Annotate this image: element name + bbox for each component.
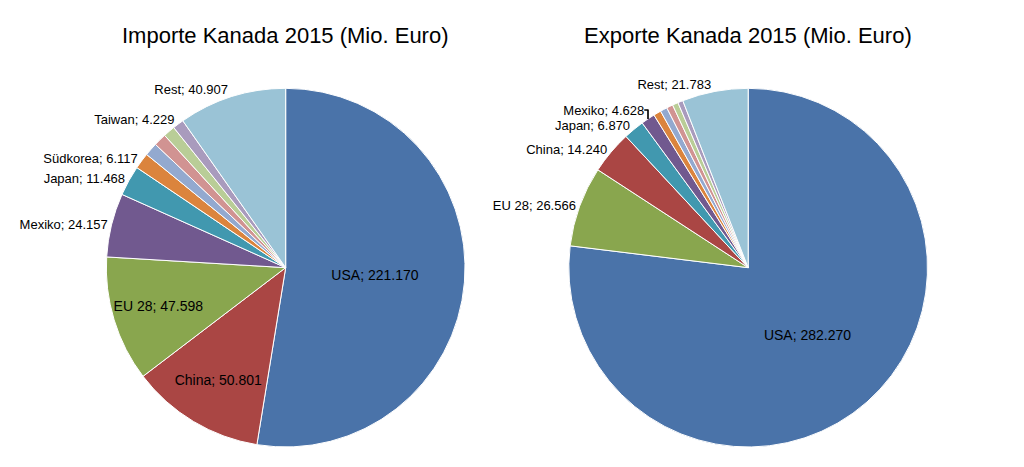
svg-text:Südkorea; 6.117: Südkorea; 6.117 <box>43 151 137 166</box>
svg-text:China; 50.801: China; 50.801 <box>175 372 262 388</box>
svg-text:EU 28; 47.598: EU 28; 47.598 <box>114 298 204 314</box>
svg-text:EU 28; 26.566: EU 28; 26.566 <box>493 198 576 213</box>
svg-text:Mexiko; 24.157: Mexiko; 24.157 <box>20 217 108 232</box>
svg-text:Taiwan; 4.229: Taiwan; 4.229 <box>94 112 174 127</box>
svg-text:Japan; 6.870: Japan; 6.870 <box>555 118 630 133</box>
svg-text:USA; 282.270: USA; 282.270 <box>764 327 851 343</box>
svg-text:Japan; 11.468: Japan; 11.468 <box>44 171 125 186</box>
svg-text:Mexiko; 4.628: Mexiko; 4.628 <box>563 103 644 118</box>
svg-text:China; 14.240: China; 14.240 <box>526 142 607 157</box>
svg-text:USA; 221.170: USA; 221.170 <box>331 267 418 283</box>
svg-text:Rest; 40.907: Rest; 40.907 <box>154 82 228 97</box>
svg-text:Exporte Kanada 2015 (Mio. Euro: Exporte Kanada 2015 (Mio. Euro) <box>584 23 912 48</box>
svg-text:Importe Kanada 2015 (Mio. Euro: Importe Kanada 2015 (Mio. Euro) <box>122 23 449 48</box>
svg-text:Rest; 21.783: Rest; 21.783 <box>637 77 711 92</box>
